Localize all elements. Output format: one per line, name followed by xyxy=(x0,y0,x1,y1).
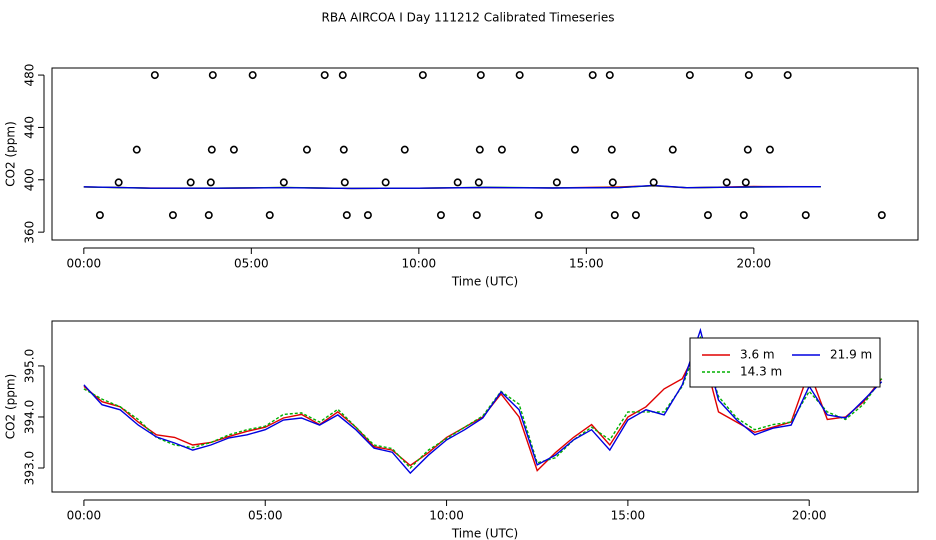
x-tick-label: 15:00 xyxy=(611,509,646,523)
data-point xyxy=(608,178,617,187)
data-point xyxy=(338,71,347,80)
y-tick-label: 480 xyxy=(23,64,37,87)
data-point xyxy=(605,71,614,80)
data-point xyxy=(132,145,141,154)
plot-frame xyxy=(51,320,919,493)
data-point xyxy=(474,178,483,187)
data-point xyxy=(783,71,792,80)
legend-label: 21.9 m xyxy=(830,348,872,362)
data-point xyxy=(588,71,597,80)
data-point xyxy=(95,211,104,220)
x-tick-label: 20:00 xyxy=(792,509,827,523)
data-point xyxy=(229,145,238,154)
y-tick-label: 360 xyxy=(23,221,37,244)
data-point xyxy=(207,145,216,154)
data-point xyxy=(206,178,215,187)
data-point xyxy=(340,178,349,187)
y-tick-label: 440 xyxy=(23,116,37,139)
data-point xyxy=(649,178,658,187)
x-tick-label: 10:00 xyxy=(402,257,437,271)
data-point xyxy=(801,211,810,220)
x-tick-label: 00:00 xyxy=(67,257,102,271)
data-point xyxy=(631,211,640,220)
data-point xyxy=(570,145,579,154)
data-point xyxy=(472,211,481,220)
y-axis-label: CO2 (ppm) xyxy=(4,121,18,187)
data-point xyxy=(363,211,372,220)
x-tick-label: 10:00 xyxy=(429,509,464,523)
data-point xyxy=(279,178,288,187)
x-tick-label: 00:00 xyxy=(67,509,102,523)
figure-title: RBA AIRCOA I Day 111212 Calibrated Times… xyxy=(322,11,615,25)
data-point xyxy=(381,178,390,187)
data-point xyxy=(515,71,524,80)
data-point xyxy=(265,211,274,220)
data-point xyxy=(418,71,427,80)
data-point xyxy=(877,211,886,220)
legend-label: 14.3 m xyxy=(740,365,782,379)
data-point xyxy=(208,71,217,80)
data-point xyxy=(339,145,348,154)
data-point xyxy=(765,145,774,154)
x-tick-label: 05:00 xyxy=(248,509,283,523)
data-point xyxy=(552,178,561,187)
x-axis-label: Time (UTC) xyxy=(451,275,518,289)
data-point xyxy=(741,178,750,187)
x-axis-label: Time (UTC) xyxy=(451,527,518,540)
x-tick-label: 15:00 xyxy=(569,257,604,271)
data-point xyxy=(703,211,712,220)
data-point xyxy=(248,71,257,80)
data-point xyxy=(534,211,543,220)
x-tick-label: 20:00 xyxy=(737,257,772,271)
data-point xyxy=(668,145,677,154)
data-point xyxy=(476,71,485,80)
data-point xyxy=(186,178,195,187)
y-tick-label: 395.0 xyxy=(23,349,37,383)
data-point xyxy=(400,145,409,154)
data-point xyxy=(302,145,311,154)
y-tick-label: 394.0 xyxy=(23,400,37,434)
data-point xyxy=(744,71,753,80)
data-point xyxy=(453,178,462,187)
data-point xyxy=(610,211,619,220)
data-point xyxy=(739,211,748,220)
data-point xyxy=(436,211,445,220)
y-tick-label: 393.0 xyxy=(23,451,37,485)
data-point xyxy=(150,71,159,80)
series-line xyxy=(83,327,883,475)
data-point xyxy=(722,178,731,187)
data-point xyxy=(168,211,177,220)
series-line xyxy=(83,184,821,190)
data-point xyxy=(204,211,213,220)
data-point xyxy=(607,145,616,154)
data-point xyxy=(743,145,752,154)
legend-label: 3.6 m xyxy=(740,348,775,362)
y-axis-label: CO2 (ppm) xyxy=(4,374,18,440)
data-point xyxy=(114,178,123,187)
y-tick-label: 400 xyxy=(23,168,37,191)
data-point xyxy=(475,145,484,154)
data-point xyxy=(342,211,351,220)
data-point xyxy=(497,145,506,154)
series-line xyxy=(83,335,883,470)
legend-box xyxy=(689,337,881,388)
data-point xyxy=(685,71,694,80)
x-tick-label: 05:00 xyxy=(234,257,269,271)
plot-frame xyxy=(51,67,919,241)
data-point xyxy=(320,71,329,80)
